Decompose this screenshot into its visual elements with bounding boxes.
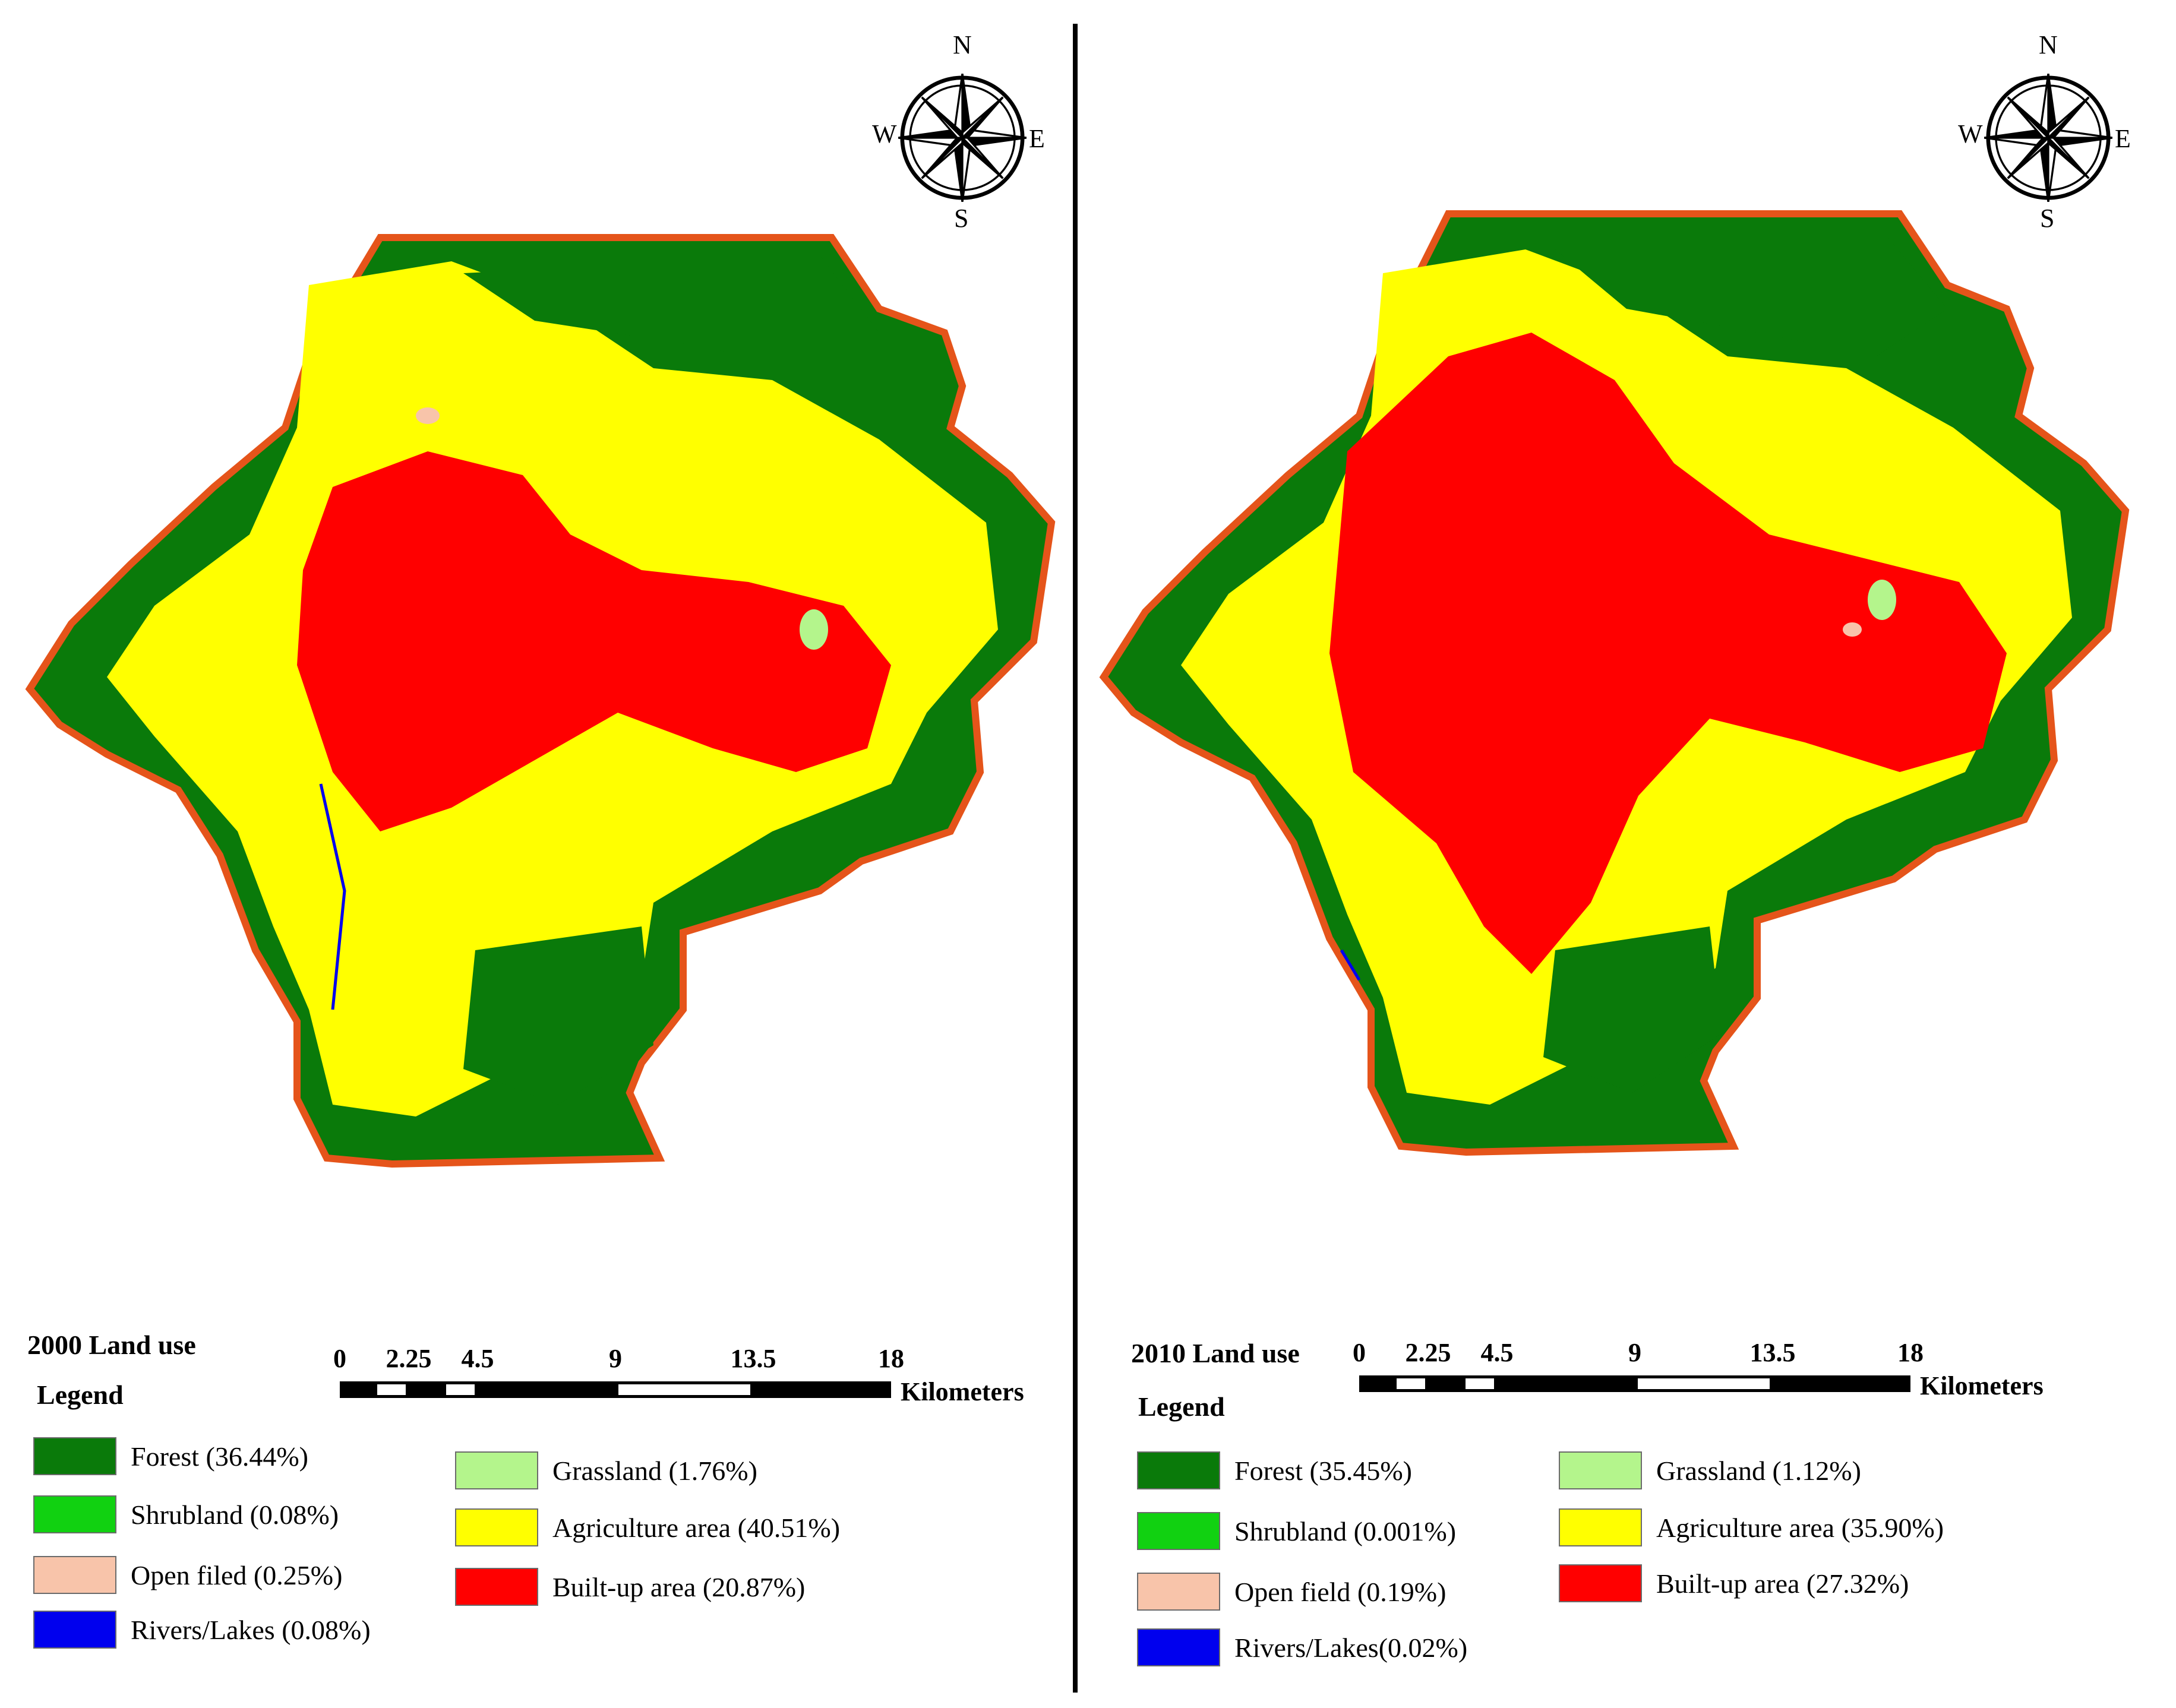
- legend-item-builtup: Built-up area (27.32%): [1559, 1564, 1909, 1602]
- compass-w: W: [872, 119, 897, 148]
- panel-divider: [1073, 24, 1078, 1693]
- legend-item-shrubland: Shrubland (0.001%): [1137, 1512, 1456, 1550]
- open-field-patch: [416, 407, 440, 424]
- scale-tick: 18: [1897, 1338, 1924, 1367]
- compass-rose-icon: [897, 72, 1028, 203]
- scale-unit: Kilometers: [901, 1377, 1024, 1406]
- scale-unit: Kilometers: [1920, 1371, 2044, 1400]
- legend-item-rivers-lakes: Rivers/Lakes (0.08%): [33, 1611, 371, 1649]
- compass-e: E: [2115, 124, 2131, 153]
- scale-tick: 0: [1353, 1338, 1366, 1367]
- compass-n: N: [2039, 30, 2058, 59]
- legend-item-open-field: Open field (0.19%): [1137, 1573, 1446, 1611]
- legend-label: Open field (0.19%): [1234, 1576, 1447, 1607]
- compass-rose-icon: [1983, 72, 2114, 203]
- legend-label: Agriculture area (35.90%): [1656, 1512, 1944, 1543]
- legend-item-grassland: Grassland (1.12%): [1559, 1451, 1861, 1489]
- legend-heading: Legend: [1138, 1391, 1225, 1422]
- forest-patch-south: [463, 926, 653, 1105]
- legend-label: Rivers/Lakes(0.02%): [1234, 1632, 1468, 1663]
- legend-label: Open filed (0.25%): [131, 1560, 343, 1590]
- legend-label: Forest (35.45%): [1234, 1455, 1412, 1486]
- grassland-patch: [800, 609, 828, 650]
- legend-item-rivers-lakes: Rivers/Lakes(0.02%): [1137, 1628, 1467, 1666]
- legend-label: Forest (36.44%): [131, 1441, 308, 1472]
- compass-e: E: [1029, 124, 1045, 153]
- legend-label: Built-up area (20.87%): [552, 1571, 806, 1602]
- compass-w: W: [1958, 119, 1983, 148]
- scale-tick: 13.5: [730, 1344, 776, 1373]
- scale-tick: 13.5: [1749, 1338, 1796, 1367]
- legend-label: Built-up area (27.32%): [1656, 1568, 1909, 1599]
- legend-label: Rivers/Lakes (0.08%): [131, 1614, 371, 1645]
- left-map-panel: N S E W 2000 Land use Legend 0 2.25 4.5 …: [0, 0, 1069, 1708]
- north-arrow-compass: N S E W: [872, 30, 1051, 233]
- open-field-patch: [1843, 622, 1862, 637]
- grassland-patch: [1868, 580, 1896, 620]
- forest-patch-north: [1555, 238, 1947, 356]
- scale-tick: 2.25: [1405, 1338, 1451, 1367]
- legend-label: Shrubland (0.08%): [131, 1499, 339, 1530]
- builtup-region: [297, 451, 891, 831]
- scale-tick: 4.5: [1480, 1338, 1514, 1367]
- land-use-map-2010: [1099, 210, 2130, 1156]
- legend-item-agriculture: Agriculture area (35.90%): [1559, 1508, 1944, 1546]
- legend-label: Shrubland (0.001%): [1234, 1516, 1457, 1546]
- scale-tick: 9: [609, 1344, 622, 1373]
- legend-item-agriculture: Agriculture area (40.51%): [455, 1508, 840, 1546]
- scale-tick: 18: [878, 1344, 904, 1373]
- river-line: [319, 783, 346, 1010]
- river-line: [1340, 949, 1361, 981]
- map-title: 2000 Land use: [27, 1330, 196, 1360]
- north-arrow-compass: N S E W: [1958, 30, 2137, 233]
- forest-patch-north: [463, 255, 879, 368]
- scale-tick: 9: [1628, 1338, 1641, 1367]
- forest-patch-south: [1543, 926, 1722, 1093]
- compass-n: N: [953, 30, 972, 59]
- land-use-map-2000: [25, 234, 1056, 1168]
- builtup-region: [1329, 333, 2007, 974]
- scale-tick: 0: [333, 1344, 346, 1373]
- legend-item-shrubland: Shrubland (0.08%): [33, 1495, 339, 1533]
- legend-item-forest: Forest (36.44%): [33, 1437, 308, 1475]
- compass-s: S: [954, 204, 969, 233]
- legend-item-forest: Forest (35.45%): [1137, 1451, 1412, 1489]
- scale-tick: 4.5: [461, 1344, 494, 1373]
- legend-label: Agriculture area (40.51%): [552, 1512, 841, 1543]
- right-map-panel: N S E W 2010 Land use Legend 0 2.25 4.5 …: [1080, 0, 2149, 1708]
- legend-label: Grassland (1.12%): [1656, 1455, 1861, 1486]
- map-title: 2010 Land use: [1131, 1338, 1300, 1368]
- legend-label: Grassland (1.76%): [552, 1455, 757, 1486]
- legend-item-builtup: Built-up area (20.87%): [455, 1568, 805, 1606]
- legend-heading: Legend: [37, 1380, 124, 1410]
- scale-tick: 2.25: [386, 1344, 432, 1373]
- legend-item-grassland: Grassland (1.76%): [455, 1451, 757, 1489]
- legend-item-open-field: Open filed (0.25%): [33, 1556, 342, 1594]
- compass-s: S: [2040, 204, 2055, 233]
